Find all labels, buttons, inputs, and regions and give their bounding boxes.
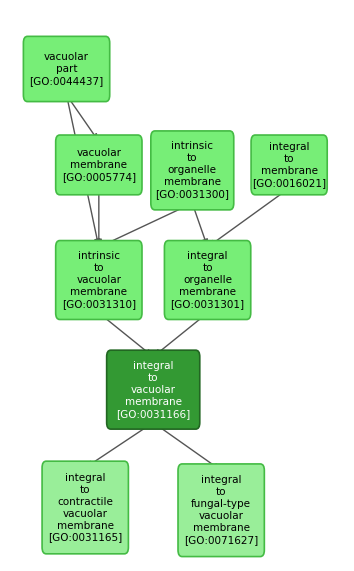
Text: intrinsic
to
organelle
membrane
[GO:0031300]: intrinsic to organelle membrane [GO:0031… xyxy=(155,142,229,199)
FancyBboxPatch shape xyxy=(56,240,142,320)
FancyBboxPatch shape xyxy=(178,464,264,557)
Text: integral
to
organelle
membrane
[GO:0031301]: integral to organelle membrane [GO:00313… xyxy=(171,251,245,309)
Text: integral
to
vacuolar
membrane
[GO:0031166]: integral to vacuolar membrane [GO:003116… xyxy=(116,361,190,419)
FancyBboxPatch shape xyxy=(23,37,110,102)
Text: vacuolar
membrane
[GO:0005774]: vacuolar membrane [GO:0005774] xyxy=(62,148,136,182)
Text: integral
to
fungal-type
vacuolar
membrane
[GO:0071627]: integral to fungal-type vacuolar membran… xyxy=(184,475,258,545)
FancyBboxPatch shape xyxy=(107,350,200,429)
FancyBboxPatch shape xyxy=(42,461,129,554)
Text: integral
to
membrane
[GO:0016021]: integral to membrane [GO:0016021] xyxy=(252,142,326,188)
FancyBboxPatch shape xyxy=(151,131,234,210)
Text: vacuolar
part
[GO:0044437]: vacuolar part [GO:0044437] xyxy=(29,52,104,86)
Text: integral
to
contractile
vacuolar
membrane
[GO:0031165]: integral to contractile vacuolar membran… xyxy=(48,473,122,542)
Text: intrinsic
to
vacuolar
membrane
[GO:0031310]: intrinsic to vacuolar membrane [GO:00313… xyxy=(62,251,136,309)
FancyBboxPatch shape xyxy=(56,135,142,195)
FancyBboxPatch shape xyxy=(251,135,327,195)
FancyBboxPatch shape xyxy=(164,240,251,320)
